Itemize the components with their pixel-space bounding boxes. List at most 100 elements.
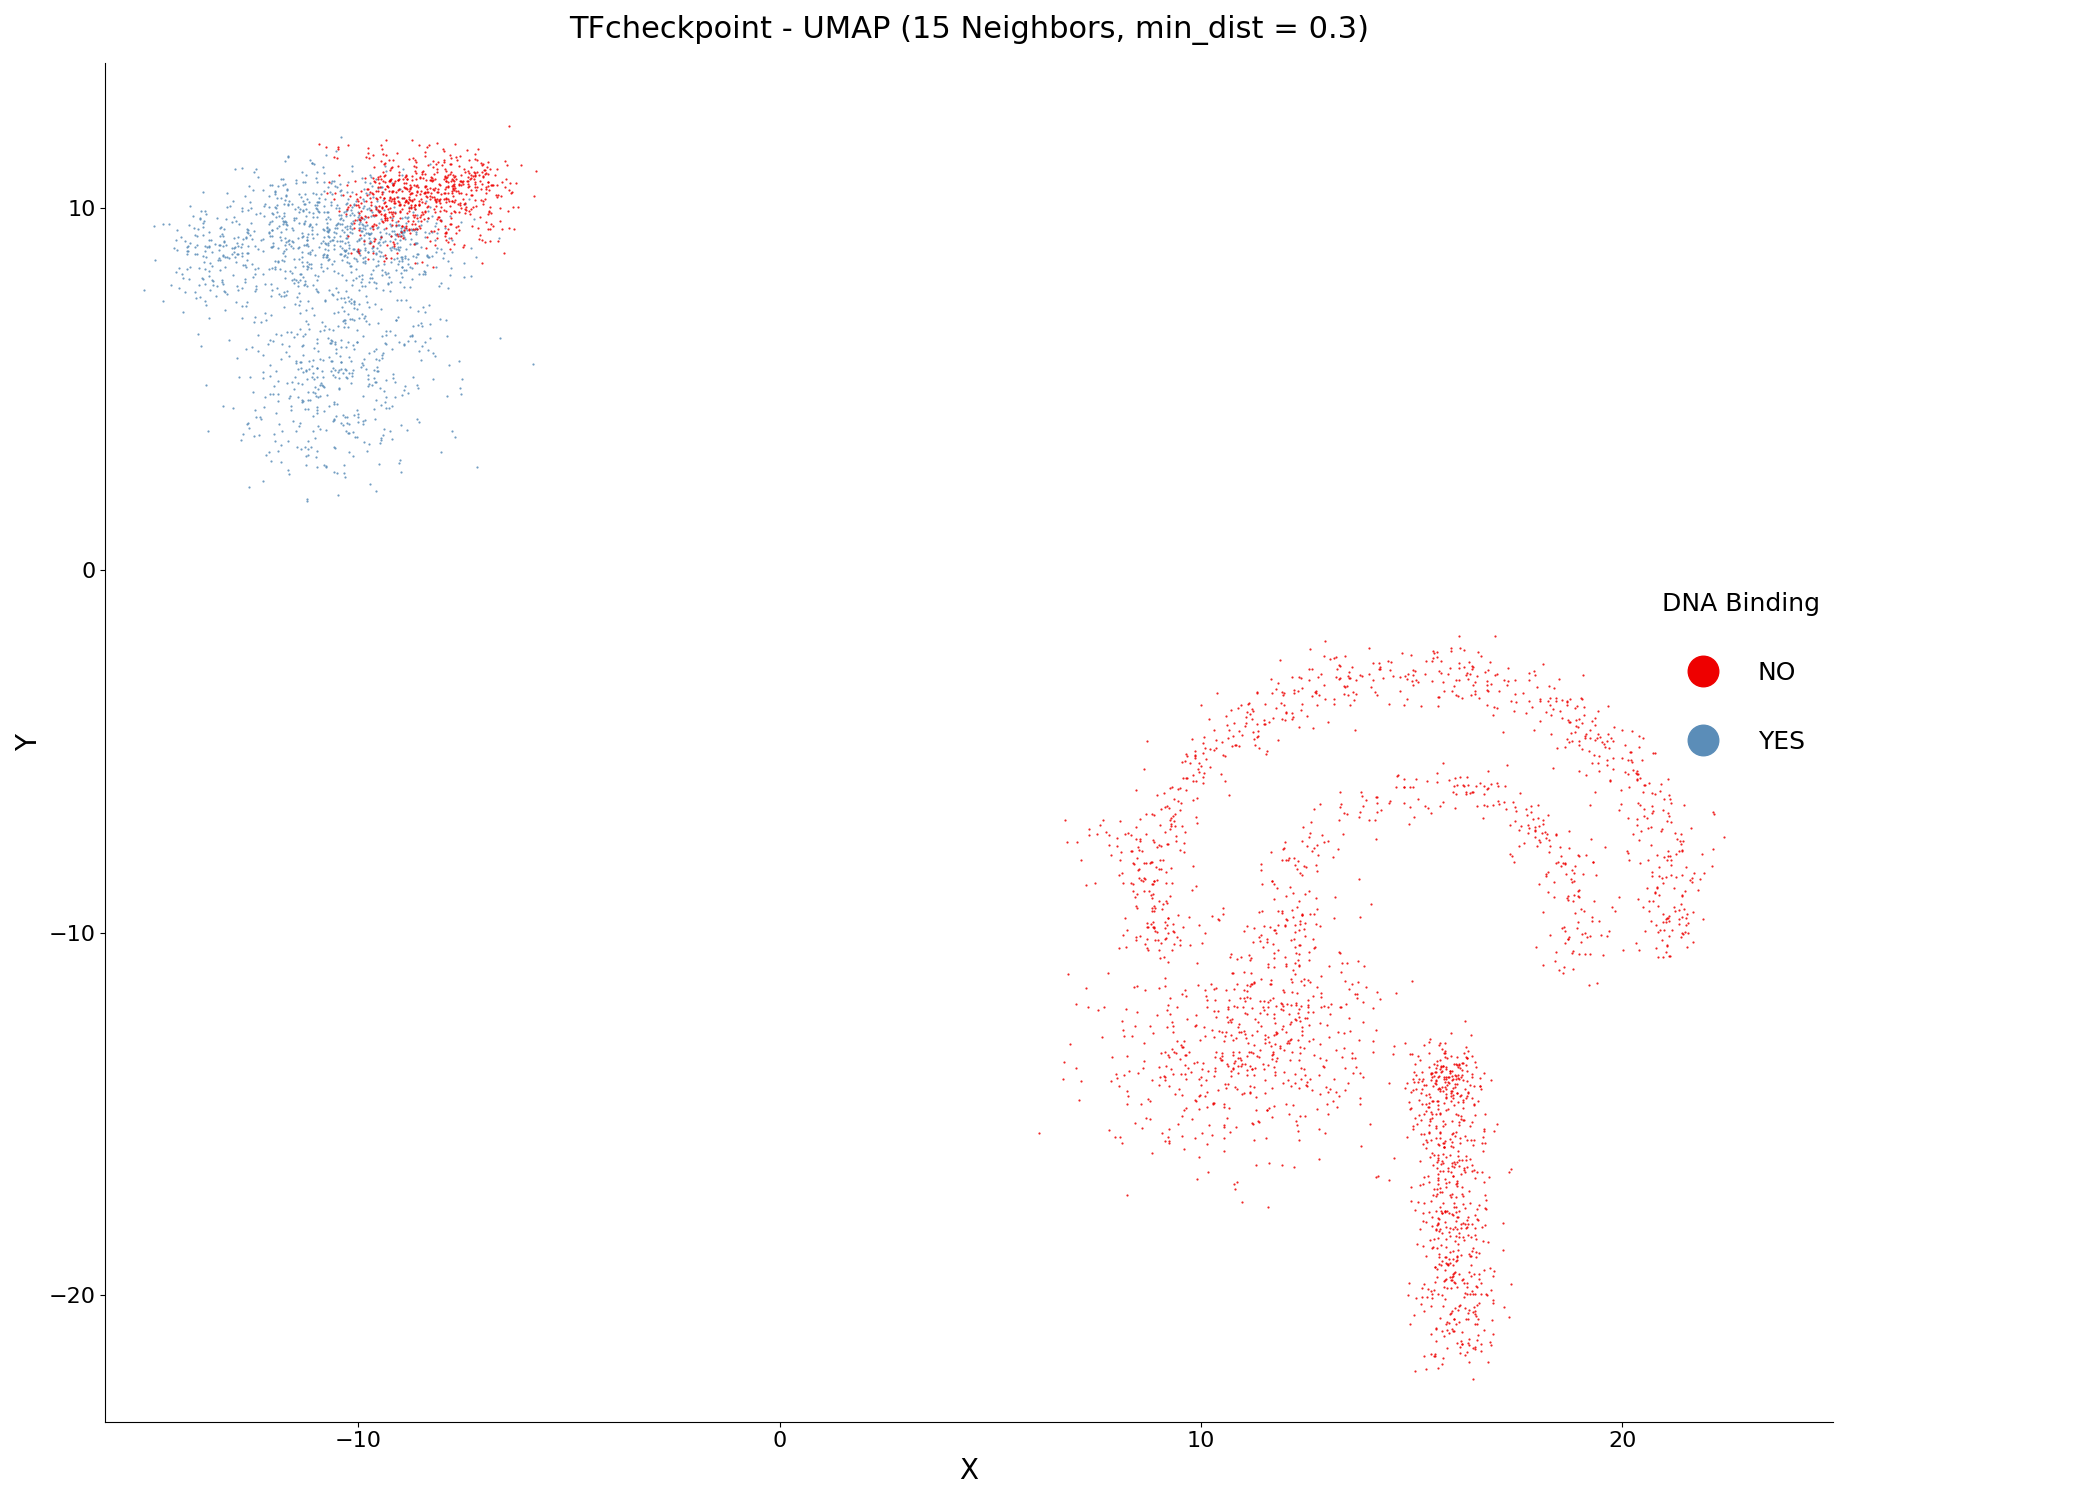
Point: [1153, 807, 1186, 831]
Point: [1399, 1286, 1432, 1310]
Point: [1445, 1332, 1478, 1356]
Point: [1418, 1071, 1451, 1095]
Point: [359, 242, 393, 266]
Point: [1663, 898, 1697, 922]
Point: [330, 174, 363, 198]
Point: [1434, 1216, 1468, 1240]
Point: [296, 362, 330, 386]
Point: [365, 297, 399, 321]
Point: [1422, 1281, 1455, 1305]
Point: [1298, 936, 1331, 960]
Point: [1462, 1208, 1495, 1231]
Point: [1466, 1228, 1499, 1252]
Point: [1455, 1281, 1489, 1305]
Point: [313, 316, 346, 340]
Point: [410, 174, 443, 198]
Point: [1310, 710, 1344, 734]
Point: [317, 330, 351, 354]
Point: [1451, 1212, 1485, 1236]
Point: [1199, 1059, 1233, 1083]
Point: [239, 274, 273, 298]
Point: [298, 303, 332, 327]
Point: [321, 164, 355, 188]
Point: [286, 249, 319, 273]
Point: [1583, 744, 1617, 768]
Point: [1413, 1041, 1447, 1065]
Point: [428, 165, 462, 189]
Point: [391, 190, 424, 214]
Point: [298, 182, 332, 206]
Point: [326, 296, 359, 320]
Point: [302, 417, 336, 441]
Point: [1562, 734, 1596, 758]
Point: [1502, 834, 1535, 858]
Point: [1436, 1191, 1470, 1215]
Point: [1464, 1077, 1497, 1101]
Point: [235, 336, 269, 360]
Point: [1420, 1178, 1453, 1202]
Point: [443, 192, 477, 216]
Point: [365, 423, 399, 447]
Point: [481, 228, 514, 252]
Point: [1149, 1130, 1182, 1154]
Point: [1142, 976, 1176, 1000]
Point: [246, 240, 279, 264]
Point: [1178, 740, 1212, 764]
Point: [1243, 852, 1277, 876]
Point: [292, 290, 326, 314]
Point: [1111, 1059, 1145, 1083]
Point: [370, 369, 403, 393]
Point: [1445, 1064, 1478, 1088]
Point: [1449, 1215, 1483, 1239]
Point: [365, 180, 399, 204]
Point: [1380, 981, 1413, 1005]
Point: [1644, 918, 1678, 942]
Point: [1455, 780, 1489, 804]
Point: [1615, 750, 1649, 774]
Point: [1342, 904, 1376, 928]
Point: [1163, 837, 1197, 861]
Point: [1155, 871, 1189, 895]
Point: [1665, 822, 1699, 846]
Point: [321, 483, 355, 507]
Point: [1285, 862, 1319, 886]
Point: [1445, 1182, 1478, 1206]
Point: [1277, 705, 1310, 729]
Point: [254, 272, 288, 296]
Point: [1462, 664, 1495, 688]
Point: [1136, 828, 1170, 852]
Point: [204, 224, 237, 248]
Point: [296, 201, 330, 225]
Point: [344, 267, 378, 291]
Point: [1646, 910, 1680, 934]
Point: [399, 180, 433, 204]
Point: [1401, 670, 1434, 694]
Point: [202, 234, 235, 258]
Point: [1472, 776, 1506, 800]
Point: [428, 228, 462, 252]
Point: [361, 165, 395, 189]
Point: [1312, 954, 1346, 978]
Point: [1216, 1044, 1250, 1068]
Point: [290, 232, 323, 256]
Point: [368, 190, 401, 214]
Point: [254, 236, 288, 260]
Point: [401, 372, 435, 396]
Point: [1134, 1014, 1168, 1038]
Point: [1140, 868, 1174, 892]
Point: [1648, 865, 1682, 889]
Point: [317, 249, 351, 273]
Point: [420, 130, 454, 154]
Point: [1298, 912, 1331, 936]
Point: [1266, 902, 1300, 926]
Point: [363, 240, 397, 264]
Point: [307, 364, 340, 388]
Point: [458, 176, 491, 200]
Point: [1409, 1136, 1443, 1160]
Point: [1478, 663, 1512, 687]
Point: [1396, 1042, 1430, 1066]
Point: [1663, 924, 1697, 948]
Point: [1592, 723, 1625, 747]
Point: [470, 201, 504, 225]
Point: [489, 166, 523, 190]
